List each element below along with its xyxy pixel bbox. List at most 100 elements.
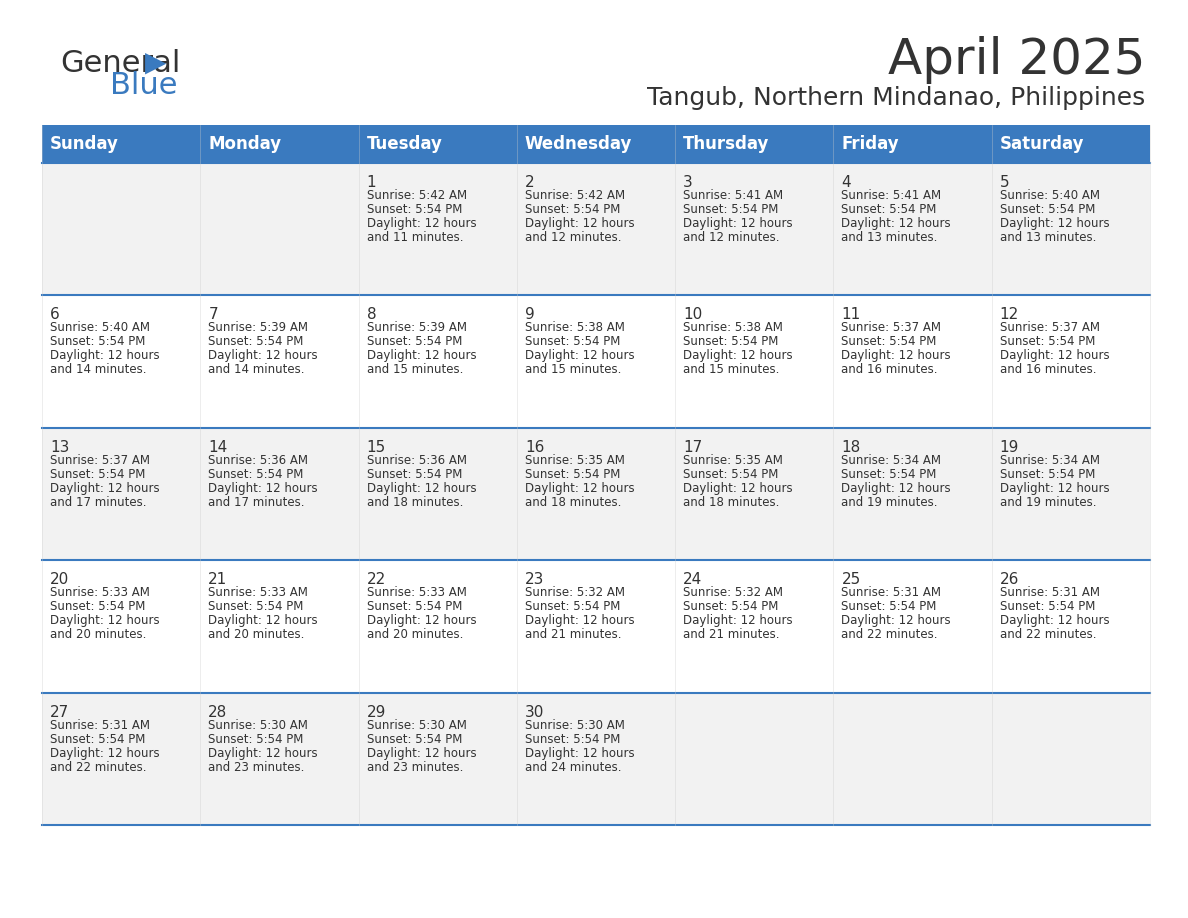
Text: Sunset: 5:54 PM: Sunset: 5:54 PM	[208, 335, 304, 349]
FancyBboxPatch shape	[42, 560, 1150, 692]
Text: Sunset: 5:54 PM: Sunset: 5:54 PM	[367, 733, 462, 745]
Text: Daylight: 12 hours: Daylight: 12 hours	[525, 350, 634, 363]
Text: 16: 16	[525, 440, 544, 454]
Text: Tuesday: Tuesday	[367, 135, 442, 153]
Text: Sunrise: 5:33 AM: Sunrise: 5:33 AM	[50, 587, 150, 599]
Text: ▶: ▶	[145, 49, 166, 77]
Text: 5: 5	[1000, 175, 1010, 190]
Text: Thursday: Thursday	[683, 135, 770, 153]
Text: Daylight: 12 hours: Daylight: 12 hours	[208, 482, 318, 495]
Text: and 15 minutes.: and 15 minutes.	[683, 364, 779, 376]
Text: Sunrise: 5:35 AM: Sunrise: 5:35 AM	[525, 453, 625, 466]
Text: Daylight: 12 hours: Daylight: 12 hours	[841, 217, 952, 230]
Text: Daylight: 12 hours: Daylight: 12 hours	[367, 614, 476, 627]
Text: 27: 27	[50, 705, 69, 720]
Text: and 11 minutes.: and 11 minutes.	[367, 231, 463, 244]
Text: and 23 minutes.: and 23 minutes.	[367, 761, 463, 774]
Text: Sunrise: 5:30 AM: Sunrise: 5:30 AM	[208, 719, 308, 732]
Text: and 13 minutes.: and 13 minutes.	[1000, 231, 1097, 244]
Text: Sunrise: 5:36 AM: Sunrise: 5:36 AM	[208, 453, 308, 466]
Text: Sunset: 5:54 PM: Sunset: 5:54 PM	[1000, 335, 1095, 349]
Text: and 18 minutes.: and 18 minutes.	[525, 496, 621, 509]
Text: 3: 3	[683, 175, 693, 190]
Text: Sunset: 5:54 PM: Sunset: 5:54 PM	[367, 335, 462, 349]
Text: Sunset: 5:54 PM: Sunset: 5:54 PM	[50, 733, 145, 745]
Text: Sunrise: 5:33 AM: Sunrise: 5:33 AM	[367, 587, 467, 599]
Text: 24: 24	[683, 572, 702, 588]
Text: and 14 minutes.: and 14 minutes.	[50, 364, 146, 376]
FancyBboxPatch shape	[42, 296, 1150, 428]
Text: Tangub, Northern Mindanao, Philippines: Tangub, Northern Mindanao, Philippines	[646, 86, 1145, 110]
Text: and 21 minutes.: and 21 minutes.	[683, 628, 779, 641]
Text: and 24 minutes.: and 24 minutes.	[525, 761, 621, 774]
Text: Friday: Friday	[841, 135, 899, 153]
Text: Daylight: 12 hours: Daylight: 12 hours	[208, 746, 318, 759]
Text: Sunset: 5:54 PM: Sunset: 5:54 PM	[841, 203, 937, 216]
Text: 13: 13	[50, 440, 69, 454]
Text: Daylight: 12 hours: Daylight: 12 hours	[367, 482, 476, 495]
Text: Sunset: 5:54 PM: Sunset: 5:54 PM	[525, 203, 620, 216]
Text: Sunset: 5:54 PM: Sunset: 5:54 PM	[208, 600, 304, 613]
Text: Sunrise: 5:31 AM: Sunrise: 5:31 AM	[841, 587, 941, 599]
Text: and 21 minutes.: and 21 minutes.	[525, 628, 621, 641]
Text: 4: 4	[841, 175, 851, 190]
Text: and 22 minutes.: and 22 minutes.	[841, 628, 939, 641]
Text: and 14 minutes.: and 14 minutes.	[208, 364, 305, 376]
Text: Sunset: 5:54 PM: Sunset: 5:54 PM	[841, 335, 937, 349]
Text: and 18 minutes.: and 18 minutes.	[683, 496, 779, 509]
Text: 22: 22	[367, 572, 386, 588]
Text: Sunset: 5:54 PM: Sunset: 5:54 PM	[525, 733, 620, 745]
Text: and 16 minutes.: and 16 minutes.	[841, 364, 939, 376]
Text: and 20 minutes.: and 20 minutes.	[208, 628, 304, 641]
Text: Sunrise: 5:40 AM: Sunrise: 5:40 AM	[50, 321, 150, 334]
Text: Sunrise: 5:35 AM: Sunrise: 5:35 AM	[683, 453, 783, 466]
Text: 14: 14	[208, 440, 228, 454]
Text: Sunrise: 5:41 AM: Sunrise: 5:41 AM	[841, 189, 942, 202]
Text: Sunset: 5:54 PM: Sunset: 5:54 PM	[683, 203, 778, 216]
Text: Sunset: 5:54 PM: Sunset: 5:54 PM	[367, 468, 462, 481]
Text: Daylight: 12 hours: Daylight: 12 hours	[841, 614, 952, 627]
Text: Sunset: 5:54 PM: Sunset: 5:54 PM	[683, 600, 778, 613]
Text: Daylight: 12 hours: Daylight: 12 hours	[367, 350, 476, 363]
Text: Sunset: 5:54 PM: Sunset: 5:54 PM	[683, 468, 778, 481]
Text: Sunset: 5:54 PM: Sunset: 5:54 PM	[50, 600, 145, 613]
Text: and 19 minutes.: and 19 minutes.	[841, 496, 939, 509]
Text: Daylight: 12 hours: Daylight: 12 hours	[525, 217, 634, 230]
FancyBboxPatch shape	[42, 125, 1150, 163]
Text: Daylight: 12 hours: Daylight: 12 hours	[50, 350, 159, 363]
Text: Daylight: 12 hours: Daylight: 12 hours	[367, 746, 476, 759]
Text: and 20 minutes.: and 20 minutes.	[367, 628, 463, 641]
Text: Daylight: 12 hours: Daylight: 12 hours	[1000, 350, 1110, 363]
Text: Sunrise: 5:42 AM: Sunrise: 5:42 AM	[367, 189, 467, 202]
Text: Daylight: 12 hours: Daylight: 12 hours	[683, 482, 792, 495]
Text: 11: 11	[841, 308, 860, 322]
Text: Daylight: 12 hours: Daylight: 12 hours	[1000, 217, 1110, 230]
Text: and 12 minutes.: and 12 minutes.	[683, 231, 779, 244]
Text: Daylight: 12 hours: Daylight: 12 hours	[525, 614, 634, 627]
Text: Sunrise: 5:36 AM: Sunrise: 5:36 AM	[367, 453, 467, 466]
Text: 17: 17	[683, 440, 702, 454]
Text: Daylight: 12 hours: Daylight: 12 hours	[525, 482, 634, 495]
Text: 9: 9	[525, 308, 535, 322]
Text: Sunrise: 5:38 AM: Sunrise: 5:38 AM	[525, 321, 625, 334]
Text: Sunrise: 5:42 AM: Sunrise: 5:42 AM	[525, 189, 625, 202]
Text: 7: 7	[208, 308, 217, 322]
Text: and 15 minutes.: and 15 minutes.	[367, 364, 463, 376]
Text: Daylight: 12 hours: Daylight: 12 hours	[841, 482, 952, 495]
Text: and 15 minutes.: and 15 minutes.	[525, 364, 621, 376]
Text: Sunrise: 5:34 AM: Sunrise: 5:34 AM	[841, 453, 941, 466]
Text: and 12 minutes.: and 12 minutes.	[525, 231, 621, 244]
Text: Sunrise: 5:30 AM: Sunrise: 5:30 AM	[525, 719, 625, 732]
Text: Sunday: Sunday	[50, 135, 119, 153]
Text: Daylight: 12 hours: Daylight: 12 hours	[208, 614, 318, 627]
Text: 26: 26	[1000, 572, 1019, 588]
Text: Daylight: 12 hours: Daylight: 12 hours	[208, 350, 318, 363]
Text: Sunrise: 5:37 AM: Sunrise: 5:37 AM	[1000, 321, 1100, 334]
Text: Daylight: 12 hours: Daylight: 12 hours	[1000, 614, 1110, 627]
Text: 28: 28	[208, 705, 228, 720]
Text: Sunset: 5:54 PM: Sunset: 5:54 PM	[525, 600, 620, 613]
Text: Sunrise: 5:34 AM: Sunrise: 5:34 AM	[1000, 453, 1100, 466]
Text: Sunrise: 5:32 AM: Sunrise: 5:32 AM	[525, 587, 625, 599]
Text: Daylight: 12 hours: Daylight: 12 hours	[683, 614, 792, 627]
Text: 2: 2	[525, 175, 535, 190]
